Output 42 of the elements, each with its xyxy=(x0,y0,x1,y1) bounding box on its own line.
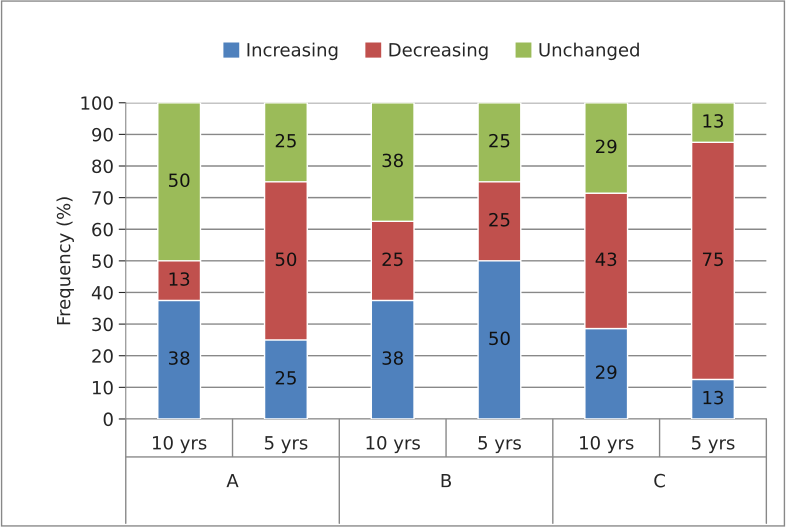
data-label: 43 xyxy=(596,252,616,266)
y-tick-label: 60 xyxy=(92,222,113,236)
x-tick-label: 5 yrs xyxy=(692,436,734,454)
x-tick-label: 10 yrs xyxy=(366,436,420,454)
y-tick-label: 0 xyxy=(104,412,113,426)
data-label: 25 xyxy=(489,134,510,148)
data-label: 25 xyxy=(489,212,510,227)
legend-label: Increasing xyxy=(248,42,338,60)
y-tick-label: 30 xyxy=(92,318,113,332)
y-tick-label: 20 xyxy=(92,349,113,363)
data-label: 50 xyxy=(489,331,510,346)
data-label: 13 xyxy=(703,114,724,128)
data-label: 25 xyxy=(276,134,296,148)
x-tick-label: 5 yrs xyxy=(264,436,308,454)
y-tick-label: 90 xyxy=(92,128,113,142)
text: C xyxy=(654,474,665,488)
y-tick-label: 40 xyxy=(92,286,113,300)
data-label: 25 xyxy=(276,371,296,385)
data-label: 25 xyxy=(382,252,403,266)
data-label: 50 xyxy=(276,252,296,266)
data-label: 29 xyxy=(596,365,616,379)
y-tick-label: 100 xyxy=(81,96,113,110)
text: B xyxy=(442,474,451,488)
x-tick-label: 5 yrs xyxy=(478,436,521,454)
legend-label: Unchanged xyxy=(540,42,639,60)
y-tick-label: 50 xyxy=(92,254,113,268)
x-tick-label: 10 yrs xyxy=(580,436,634,454)
data-label: 29 xyxy=(596,140,616,154)
data-label: 38 xyxy=(382,154,403,168)
data-label: 38 xyxy=(382,351,403,365)
text: A xyxy=(226,474,239,488)
y-tick-label: 80 xyxy=(92,159,113,174)
y-tick-label: 10 xyxy=(92,380,113,394)
x-tick-label: 10 yrs xyxy=(153,436,206,454)
legend-label: Decreasing xyxy=(390,42,488,60)
data-label: 75 xyxy=(702,252,723,266)
data-label: 50 xyxy=(169,173,190,188)
data-label: 13 xyxy=(170,272,190,286)
y-tick-label: 70 xyxy=(92,191,113,205)
data-label: 38 xyxy=(169,351,190,365)
data-label: 13 xyxy=(703,390,724,404)
y-axis-title: Frequency (%) xyxy=(56,197,74,324)
